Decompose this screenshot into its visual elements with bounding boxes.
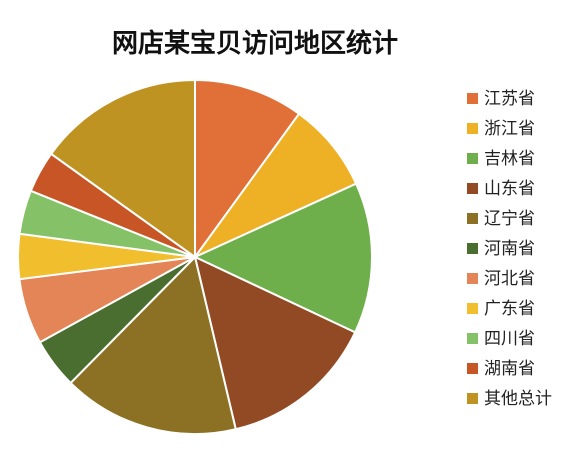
legend-label-4: 辽宁省 [484,209,535,229]
legend-item-8: 四川省 [467,329,535,349]
legend-item-5: 河南省 [467,239,535,259]
pie-slice-0 [194,78,301,261]
legend-label-7: 广东省 [484,299,535,319]
legend-label-10: 其他总计 [484,389,552,409]
legend-label-5: 河南省 [484,239,535,259]
pie-slice-3 [193,255,357,431]
legend-swatch-4 [467,213,478,224]
legend-label-8: 四川省 [484,329,535,349]
pie-slices [17,78,373,435]
legend-item-9: 湖南省 [467,359,535,379]
pie-slice-4 [69,255,237,435]
legend-item-7: 广东省 [467,299,535,319]
legend-label-1: 浙江省 [484,119,535,139]
legend-label-3: 山东省 [484,179,535,199]
legend-item-4: 辽宁省 [467,209,535,229]
pie-slice-2 [192,182,373,334]
legend-item-0: 江苏省 [467,89,535,109]
legend-label-0: 江苏省 [484,89,535,109]
legend-swatch-7 [467,303,478,314]
legend-swatch-0 [467,93,478,104]
legend-swatch-2 [467,153,478,164]
legend-label-6: 河北省 [484,269,535,289]
legend-label-2: 吉林省 [484,149,535,169]
legend-swatch-8 [467,333,478,344]
legend-swatch-9 [467,363,478,374]
legend-item-2: 吉林省 [467,149,535,169]
pie-slice-1 [191,112,358,260]
legend-label-9: 湖南省 [484,359,535,379]
legend-swatch-3 [467,183,478,194]
legend-item-6: 河北省 [467,269,535,289]
chart-title: 网店某宝贝访问地区统计 [112,28,398,59]
legend-item-10: 其他总计 [467,389,552,409]
legend-swatch-5 [467,243,478,254]
legend-swatch-6 [467,273,478,284]
pie-slice-10 [49,78,196,259]
legend-item-1: 浙江省 [467,119,535,139]
legend-swatch-1 [467,123,478,134]
legend-item-3: 山东省 [467,179,535,199]
legend-swatch-10 [467,393,478,404]
